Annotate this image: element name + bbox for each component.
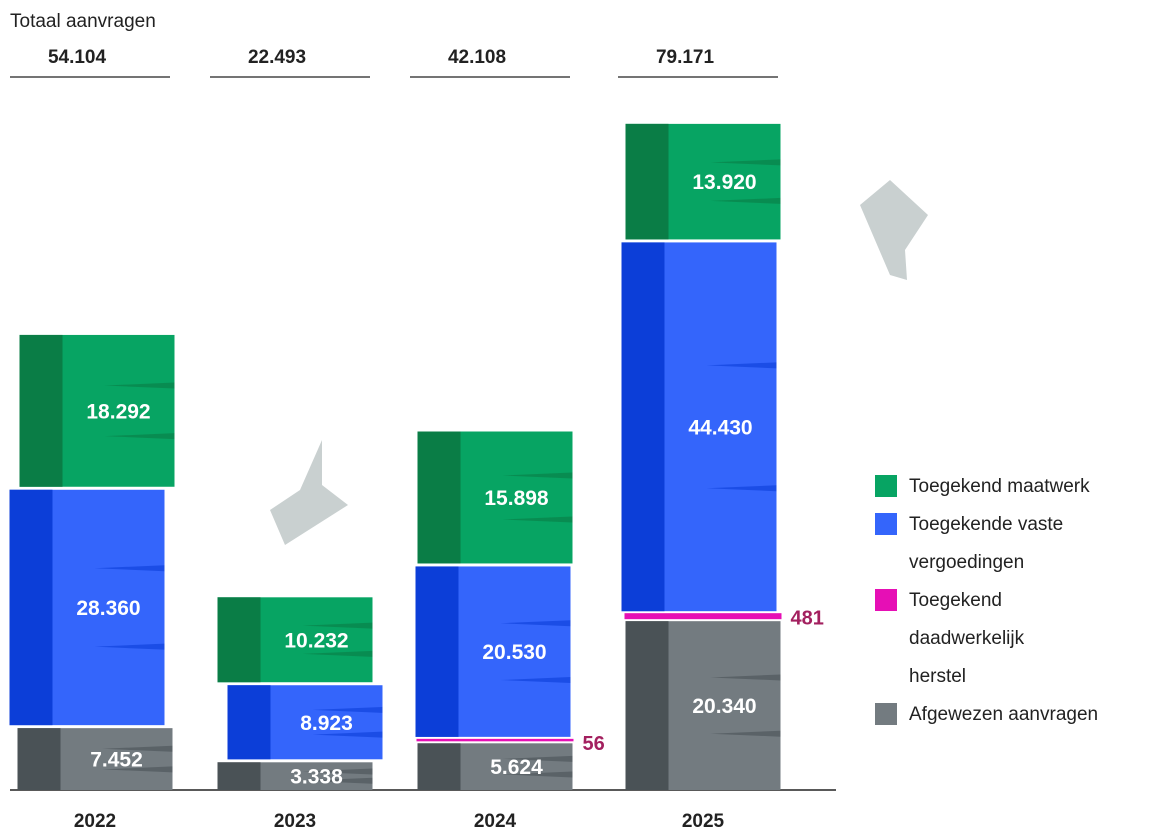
legend-label: Toegekend daadwerkelijk herstel	[909, 582, 1059, 696]
decoration	[860, 180, 928, 280]
value-label: 15.898	[484, 487, 549, 510]
bar-strip	[218, 762, 261, 790]
bar-strip	[10, 490, 53, 725]
value-label: 13.920	[692, 171, 756, 194]
legend-label: Toegekende vaste vergoedingen	[909, 506, 1079, 582]
bar-segment	[626, 614, 781, 618]
legend-item: Afgewezen aanvragen	[875, 696, 1153, 734]
bar-strip	[418, 432, 461, 564]
legend-swatch	[875, 475, 897, 497]
legend-item: Toegekende vaste vergoedingen	[875, 506, 1153, 582]
totals-title: Totaal aanvragen	[10, 11, 156, 32]
legend-swatch	[875, 589, 897, 611]
x-tick-label: 2025	[682, 811, 725, 831]
total-label: 22.493	[248, 47, 306, 68]
value-label: 18.292	[86, 400, 150, 423]
bar-strip	[218, 597, 261, 682]
value-label: 20.530	[482, 641, 546, 664]
bar-strip	[622, 242, 665, 611]
bar-strip	[626, 621, 669, 790]
bar-strip	[418, 743, 461, 790]
x-tick-label: 2023	[274, 811, 316, 831]
value-label: 44.430	[688, 416, 752, 439]
x-tick-label: 2022	[74, 811, 116, 831]
page: Totaal aanvragen 2022 54.104 7.452 28.360 18…	[0, 0, 1153, 831]
value-label: 8.923	[300, 712, 353, 735]
bar-strip	[18, 728, 61, 790]
value-label: 20.340	[692, 695, 756, 718]
total-label: 79.171	[656, 47, 715, 68]
bar-strip	[20, 335, 63, 487]
legend-swatch	[875, 703, 897, 725]
value-label: 3.338	[290, 766, 343, 789]
value-label: 28.360	[76, 597, 140, 620]
value-label: 10.232	[284, 629, 348, 652]
bar-strip	[626, 124, 669, 240]
legend-label: Afgewezen aanvragen	[909, 696, 1153, 734]
legend-label: Toegekend maatwerk	[909, 468, 1153, 506]
legend-item: Toegekend maatwerk	[875, 468, 1153, 506]
total-label: 42.108	[448, 47, 506, 68]
decoration	[270, 440, 348, 545]
value-label: 5.624	[490, 756, 543, 779]
legend-swatch	[875, 513, 897, 535]
bar-strip	[228, 685, 271, 759]
value-label: 56	[583, 733, 605, 755]
total-label: 54.104	[48, 47, 107, 68]
x-tick-label: 2024	[474, 811, 517, 831]
bar-strip	[416, 566, 459, 736]
value-label: 481	[791, 607, 824, 629]
legend-item: Toegekend daadwerkelijk herstel	[875, 582, 1153, 696]
value-label: 7.452	[90, 749, 143, 772]
